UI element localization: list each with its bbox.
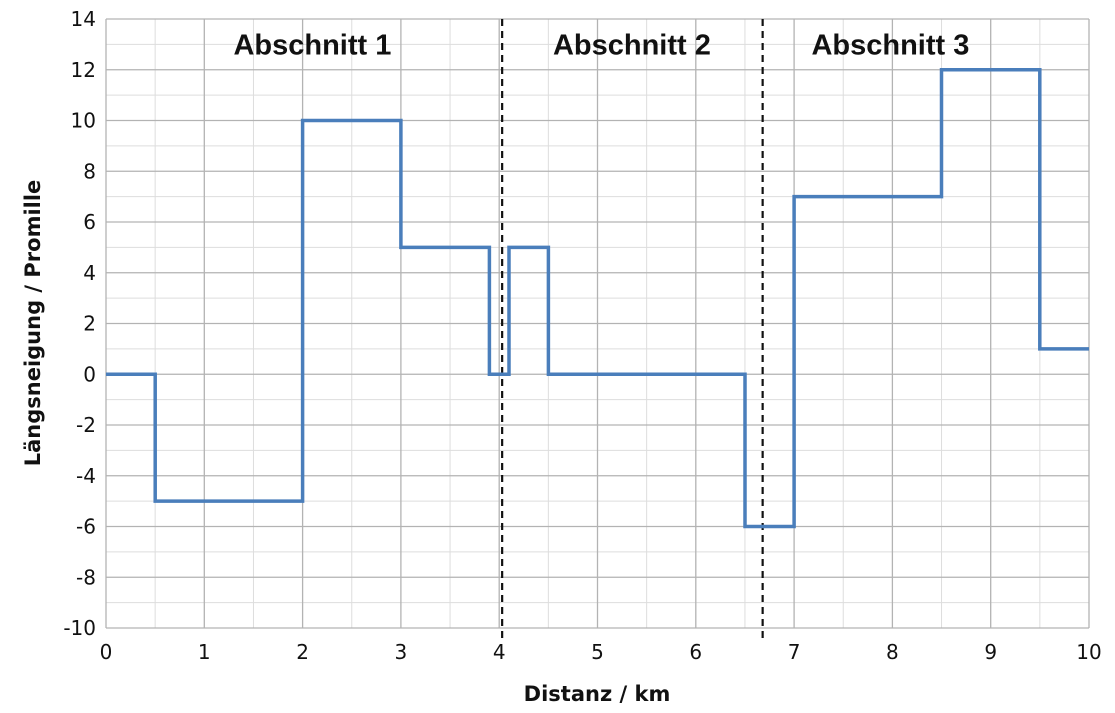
y-tick-label: 2	[83, 312, 96, 336]
x-tick-label: 2	[296, 640, 309, 664]
series-line	[106, 68, 1089, 529]
section-labels: Abschnitt 1 Abschnitt 2 Abschnitt 3	[233, 29, 969, 61]
y-tick-label: 12	[71, 58, 96, 82]
y-tick-labels: -10 -8 -6 -4 -2 0 2 4 6 8 10 12 14	[63, 7, 96, 640]
x-tick-label: 1	[198, 640, 211, 664]
y-tick-label: -4	[76, 464, 96, 488]
section-label: Abschnitt 3	[811, 29, 969, 61]
x-tick-label: 10	[1076, 640, 1101, 664]
y-tick-label: 10	[71, 109, 96, 133]
x-tick-label: 3	[395, 640, 408, 664]
section-label: Abschnitt 1	[233, 29, 391, 61]
y-tick-label: -6	[76, 515, 96, 539]
x-tick-label: 4	[493, 640, 506, 664]
y-tick-label: 0	[83, 362, 96, 386]
series-layer	[106, 68, 1089, 529]
y-tick-label: 8	[83, 159, 96, 183]
y-tick-label: -8	[76, 565, 96, 589]
y-tick-label: 14	[71, 7, 96, 31]
y-tick-label: -10	[63, 616, 96, 640]
x-tick-label: 0	[100, 640, 113, 664]
x-axis-title: Distanz / km	[524, 682, 671, 706]
x-tick-label: 7	[788, 640, 801, 664]
x-tick-label: 6	[689, 640, 702, 664]
section-dividers	[501, 19, 764, 638]
x-tick-label: 8	[886, 640, 899, 664]
y-tick-label: 6	[83, 210, 96, 234]
x-tick-label: 9	[984, 640, 997, 664]
x-tick-labels: 0 1 2 3 4 5 6 7 8 9 10	[100, 640, 1102, 664]
section-label: Abschnitt 2	[553, 29, 711, 61]
y-tick-label: -2	[76, 413, 96, 437]
y-axis-title: Längsneigung / Promille	[21, 180, 45, 467]
x-tick-label: 5	[591, 640, 604, 664]
y-tick-label: 4	[83, 261, 96, 285]
